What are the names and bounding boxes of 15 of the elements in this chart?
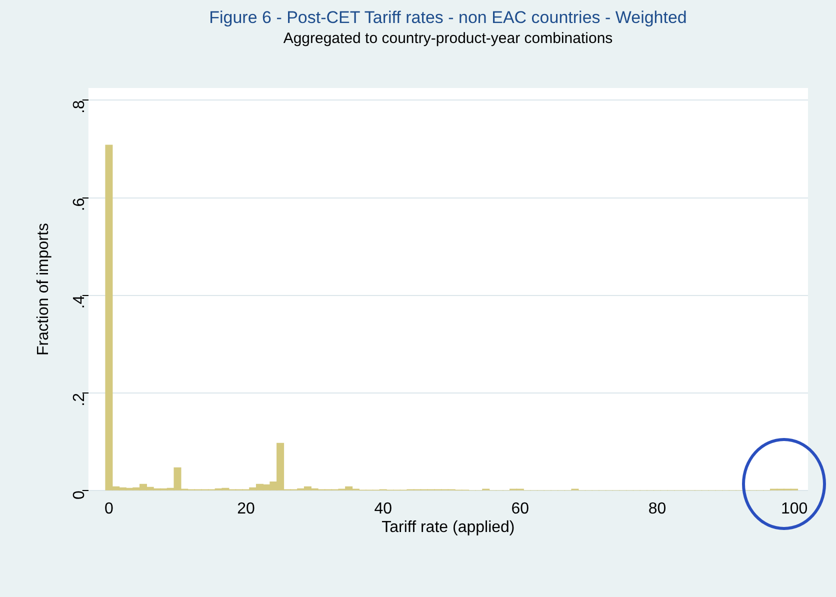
y-tick-label: .2	[70, 392, 88, 406]
y-tick-label: .4	[70, 295, 88, 309]
x-tick-label: 60	[511, 500, 530, 518]
y-tick-label: .6	[70, 198, 88, 212]
x-tick-label: 20	[237, 500, 256, 518]
y-tick-label: 0	[70, 490, 88, 500]
y-tick-label: .8	[70, 100, 88, 114]
x-tick-label: 80	[648, 500, 666, 518]
x-tick-label: 40	[374, 500, 392, 518]
chart-title: Figure 6 - Post-CET Tariff rates - non EAC countries - Weighted	[208, 8, 688, 28]
x-axis-title: Tariff rate (applied)	[382, 518, 515, 536]
x-tick-label: 0	[104, 500, 114, 518]
y-axis-title: Fraction of imports	[35, 223, 52, 356]
chart-subtitle: Aggregated to country-product-year combinations	[282, 30, 614, 47]
x-tick-label: 100	[780, 500, 808, 518]
